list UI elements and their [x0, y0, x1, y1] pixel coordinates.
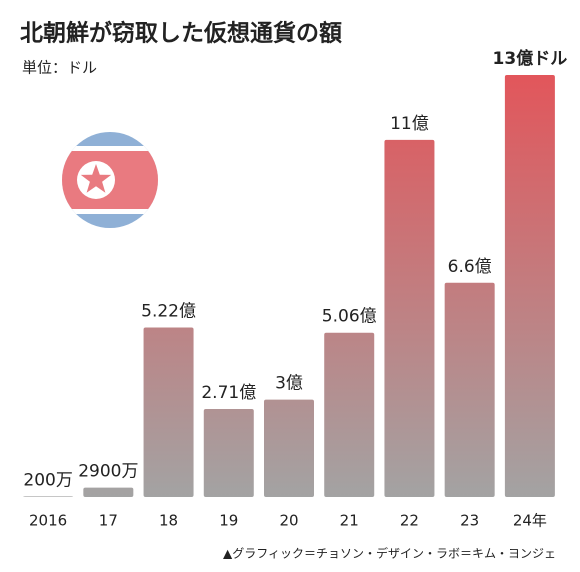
value-label: 3億 — [275, 374, 303, 394]
bar — [83, 487, 134, 497]
x-tick-label: 22 — [400, 512, 419, 530]
bar — [504, 75, 555, 497]
bar — [384, 139, 435, 497]
x-tick-label: 21 — [340, 512, 359, 530]
x-tick-label: 20 — [279, 512, 298, 530]
chart-title: 北朝鮮が窃取した仮想通貨の額 — [20, 20, 342, 47]
x-tick-label: 23 — [460, 512, 479, 530]
value-label: 200万 — [23, 470, 72, 490]
value-label: 11億 — [390, 114, 429, 134]
x-tick-label: 2016 — [29, 512, 67, 530]
value-label: 2900万 — [78, 462, 138, 482]
bar — [444, 282, 495, 497]
flag — [62, 132, 158, 228]
x-tick-label: 19 — [219, 512, 238, 530]
bar — [143, 327, 194, 497]
bar — [324, 332, 375, 497]
value-label: 5.22億 — [141, 302, 196, 322]
value-label: 2.71億 — [201, 383, 256, 403]
credit: ▲グラフィック＝チョソン・デザイン・ラボ＝キム・ヨンジェ — [223, 546, 556, 561]
x-tick-label: 17 — [99, 512, 118, 530]
subtitle: 単位：ドル — [22, 59, 97, 77]
bar — [264, 399, 314, 497]
x-tick-label: 18 — [159, 512, 178, 530]
bar — [23, 496, 74, 497]
bar — [203, 409, 254, 497]
x-tick-label: 24年 — [513, 512, 547, 530]
value-label: 6.6億 — [448, 257, 492, 277]
value-label: 5.06億 — [322, 307, 377, 327]
value-label: 13億ドル — [493, 48, 568, 69]
